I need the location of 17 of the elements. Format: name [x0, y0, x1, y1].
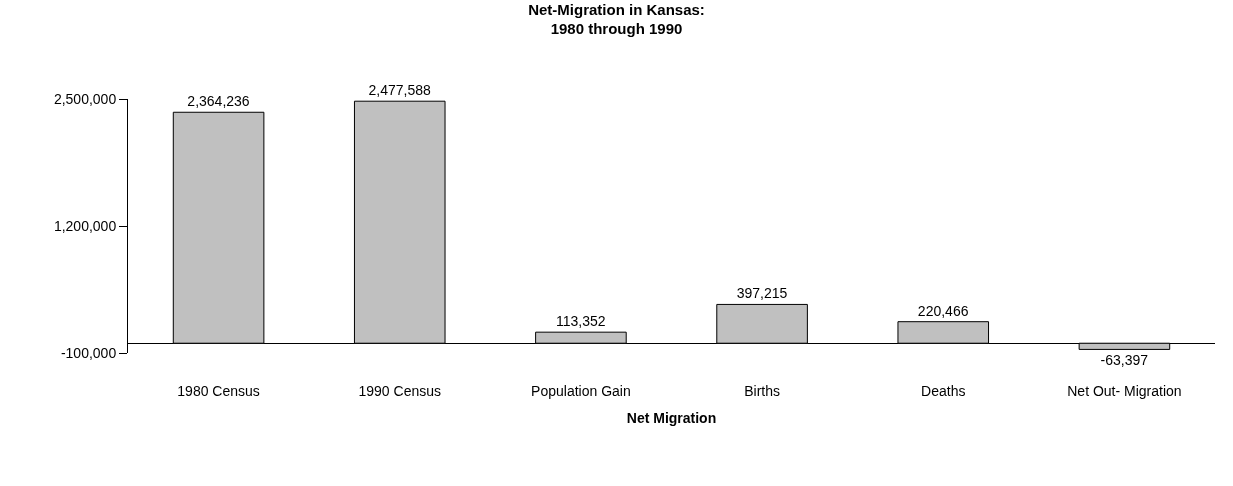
data-label: 220,466 [917, 302, 969, 319]
x-tick-label: Deaths [921, 383, 966, 399]
data-label: 397,215 [736, 285, 788, 302]
y-tick-label: 1,200,000 [53, 217, 117, 234]
x-tick-label: 1990 Census [358, 383, 442, 399]
data-label: 2,477,588 [368, 82, 431, 99]
data-label: 2,364,236 [187, 93, 250, 110]
x-tick-label: Net Out- Migration [1067, 383, 1182, 399]
y-tick-label: 2,500,000 [53, 90, 117, 107]
x-tick-label: Births [744, 383, 780, 399]
x-tick-label: Population Gain [531, 383, 631, 399]
chart-title: Net-Migration in Kansas: 1980 through 1990 [528, 0, 705, 38]
y-tick-label: -100,000 [60, 344, 117, 361]
x-tick-label: 1980 Census [177, 383, 260, 399]
data-label: -63,397 [1100, 352, 1149, 369]
x-axis-title: Net Migration [626, 410, 717, 427]
data-label: 113,352 [556, 313, 606, 330]
